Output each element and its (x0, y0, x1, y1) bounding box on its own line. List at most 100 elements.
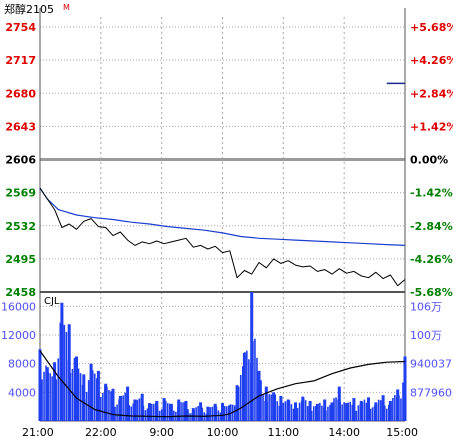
volume-bar (177, 406, 179, 421)
volume-bar (152, 403, 155, 421)
volume-bar (353, 406, 356, 421)
volume-bar (110, 391, 112, 421)
price-tick-label: 2495 (5, 253, 36, 266)
volume-bar (323, 407, 325, 421)
volume-bar (160, 409, 163, 421)
volume-bar (59, 322, 62, 421)
volume-bar (396, 389, 400, 421)
volume-bar (266, 401, 268, 421)
price-tick-label: 2458 (5, 286, 36, 299)
volume-bar (329, 404, 331, 421)
percent-tick-label: +1.42% (410, 120, 453, 133)
volume-bar (256, 357, 258, 421)
volume-bar (377, 399, 380, 421)
volume-bar (81, 384, 84, 421)
volume-bar (349, 401, 352, 421)
volume-bar (154, 402, 157, 421)
volume-bar (365, 402, 368, 421)
volume-bar (67, 360, 70, 421)
axis-labels: 2754 +5.68% 2717 +4.26% 2680 +2.84% 2643 +1.42%… (1, 21, 453, 439)
volume-bar (314, 405, 317, 421)
volume-bar (116, 404, 118, 421)
volume-bar (351, 404, 354, 421)
volume-bar (323, 399, 327, 421)
volume-bar (142, 405, 145, 421)
volume-bar (270, 394, 272, 421)
volume-bar (148, 405, 151, 421)
volume-bar (241, 366, 244, 421)
volume-bars (38, 292, 407, 421)
volume-bar (104, 385, 106, 421)
volume-bar (219, 412, 222, 421)
volume-bar (65, 331, 68, 421)
volume-bar (136, 399, 139, 421)
volume-bar (331, 404, 333, 421)
volume-bar (156, 406, 159, 421)
volume-bar (280, 409, 283, 421)
volume-bar (185, 402, 187, 421)
percent-tick-label: -1.42% (410, 187, 453, 200)
volume-bar (77, 368, 80, 421)
volume-bar (162, 403, 165, 421)
price-tick-label: 2643 (5, 120, 36, 133)
percent-tick-label: -2.84% (410, 220, 453, 233)
volume-bar (260, 380, 262, 421)
volume-bar (325, 410, 327, 421)
percent-tick-label: +2.84% (410, 87, 453, 100)
volume-tick-label: 16000 (1, 300, 36, 313)
volume-bar (279, 395, 283, 421)
volume-bar (385, 408, 388, 421)
volume-bar (177, 399, 181, 421)
volume-bar (258, 372, 260, 421)
volume-bar (49, 373, 51, 421)
time-tick-label: 15:00 (386, 426, 418, 439)
volume-bar (359, 404, 362, 421)
volume-bar (343, 402, 345, 421)
volume-tick-label: 12000 (1, 329, 36, 342)
volume-bar (108, 390, 110, 421)
volume-bar (248, 359, 250, 421)
volume-bar (118, 399, 120, 421)
volume-bar (197, 405, 199, 421)
price-tick-label: 2717 (5, 54, 36, 67)
volume-bar (308, 408, 311, 421)
volume-bar (337, 386, 341, 421)
volume-bar (93, 373, 96, 421)
price-line (39, 187, 406, 287)
volume-bar (304, 400, 307, 421)
volume-bar (302, 397, 305, 421)
volume-bar (43, 371, 45, 421)
volume-bar (237, 386, 240, 421)
volume-bar (104, 383, 108, 421)
volume-bar (114, 406, 116, 421)
volume-bar (229, 404, 232, 421)
volume-bar (45, 367, 49, 421)
volume-bar (252, 340, 254, 421)
volume-bar (233, 405, 236, 421)
volume-bar (209, 407, 212, 421)
volume-bar (205, 413, 208, 421)
volume-bar (246, 350, 248, 421)
volume-bar (51, 376, 53, 421)
volume-bar (191, 408, 195, 421)
volume-bar (381, 402, 384, 421)
volume-bar (69, 372, 72, 421)
average-price-series (39, 187, 406, 246)
volume-bar (128, 405, 131, 421)
volume-bar (71, 368, 74, 421)
volume-bar (57, 358, 60, 421)
volume-bar (87, 380, 90, 421)
volume-bar (383, 405, 386, 421)
volume-bar (183, 402, 185, 421)
percent-tick-label: -4.26% (410, 253, 453, 266)
volume-bar (228, 405, 232, 421)
volume-bar (150, 403, 153, 421)
volume-bar (91, 370, 94, 421)
price-series (39, 187, 406, 287)
volume-bar (335, 397, 337, 421)
volume-bar (75, 358, 78, 421)
volume-bar (201, 407, 204, 421)
volume-bar (195, 407, 197, 421)
volume-bar (347, 402, 350, 421)
